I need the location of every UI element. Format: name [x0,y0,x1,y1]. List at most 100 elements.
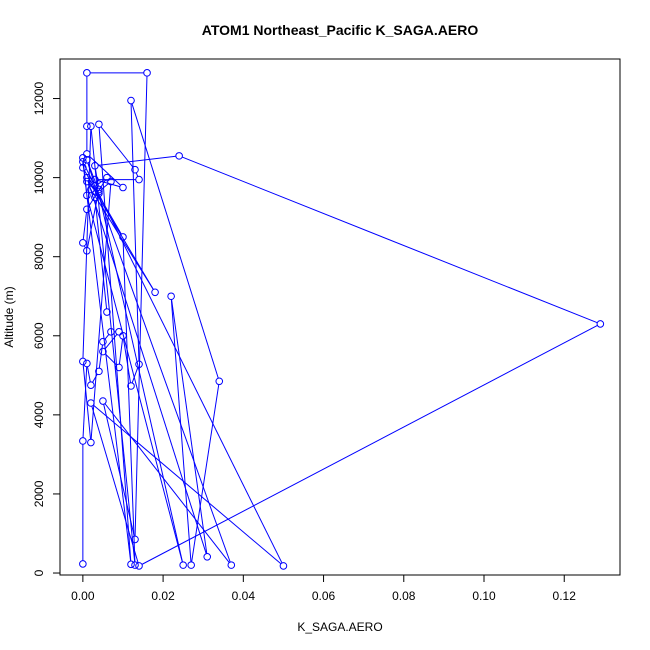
series-segment [131,367,139,384]
x-tick-label: 0.04 [232,589,256,603]
x-tick-label: 0.12 [553,589,577,603]
series-segment [98,155,176,166]
series-segment [82,364,92,440]
x-tick-label: 0.00 [71,589,95,603]
series-segment [103,404,135,537]
data-point [175,152,183,160]
data-point [83,191,91,200]
series-segment [88,180,106,207]
data-point [83,156,91,164]
data-point [127,382,135,390]
data-point [203,553,212,561]
data-point [596,320,605,328]
data-point [87,122,95,131]
series-segment [91,406,139,563]
data-point [79,163,87,172]
series-segment [87,180,207,554]
data-point [83,173,91,182]
y-tick-label: 8000 [32,243,46,270]
series-segment [118,338,124,365]
series-segment [82,165,132,562]
series-segment [170,299,192,562]
series-segment [123,338,131,383]
data-point [103,308,111,316]
y-axis: 0 2000 4000 6000 8000 10000 12000 [32,82,61,576]
data-point [87,185,95,194]
series-segment [95,188,231,563]
data-point [227,561,236,569]
data-point [91,161,99,170]
data-point [95,187,103,196]
x-tick-label: 0.02 [151,589,175,603]
y-tick-label: 4000 [32,401,46,428]
data-point [83,122,91,131]
data-point [87,438,95,447]
data-point [115,363,123,372]
series-segment [130,103,140,361]
data-point [79,154,87,162]
data-point [187,561,195,569]
data-point [107,328,115,336]
chart-title: ATOM1 Northeast_Pacific K_SAGA.AERO [202,22,479,38]
series-segment [134,76,148,537]
data-point [167,292,175,301]
data-point [127,96,135,105]
data-point [215,377,224,386]
data-point [83,69,91,77]
series-segment [191,384,220,562]
x-axis-label: K_SAGA.AERO [297,620,382,634]
data-point [87,381,95,390]
data-point [79,357,87,366]
data-point [179,561,187,569]
series-segment [141,325,598,565]
data-point [79,239,87,247]
data-point [79,158,87,166]
series-segment [171,299,208,554]
data-point [83,359,91,368]
data-point [95,189,103,198]
data-point [91,181,99,190]
data-point [119,331,127,340]
data-point [119,183,127,192]
data-point [91,175,99,184]
data-point [115,328,123,336]
y-tick-label: 2000 [32,480,46,507]
series-segment [135,172,139,177]
series-segment [94,200,108,309]
data-point [83,246,91,255]
series-segment [100,126,134,168]
data-point [135,175,143,184]
series-segment [83,164,283,564]
data-point [83,150,91,158]
series-segment [104,334,110,340]
y-axis-label: Altitude (m) [2,286,16,347]
series-layer [79,69,605,570]
series-segment [82,366,88,438]
data-point [99,347,107,356]
x-tick-label: 0.06 [312,589,336,603]
series-segment [99,196,183,563]
y-tick-label: 12000 [32,82,46,116]
data-point [127,560,135,569]
data-point [83,205,91,214]
data-point [279,562,288,570]
data-point [107,177,115,186]
series-segment [98,127,132,562]
y-tick-label: 6000 [32,322,46,349]
data-point [143,69,151,77]
series-segment [122,240,136,562]
series-segment [86,366,91,383]
data-point [135,360,143,369]
y-tick-label: 10000 [32,161,46,195]
series-segment [82,129,92,359]
data-point [131,561,139,569]
data-point [95,120,103,129]
data-point [83,177,91,186]
series-segment [82,212,87,240]
data-point [79,560,87,568]
series-segment [92,373,98,383]
series-segment [90,184,112,440]
data-point [95,367,103,376]
series-segment [82,161,88,193]
